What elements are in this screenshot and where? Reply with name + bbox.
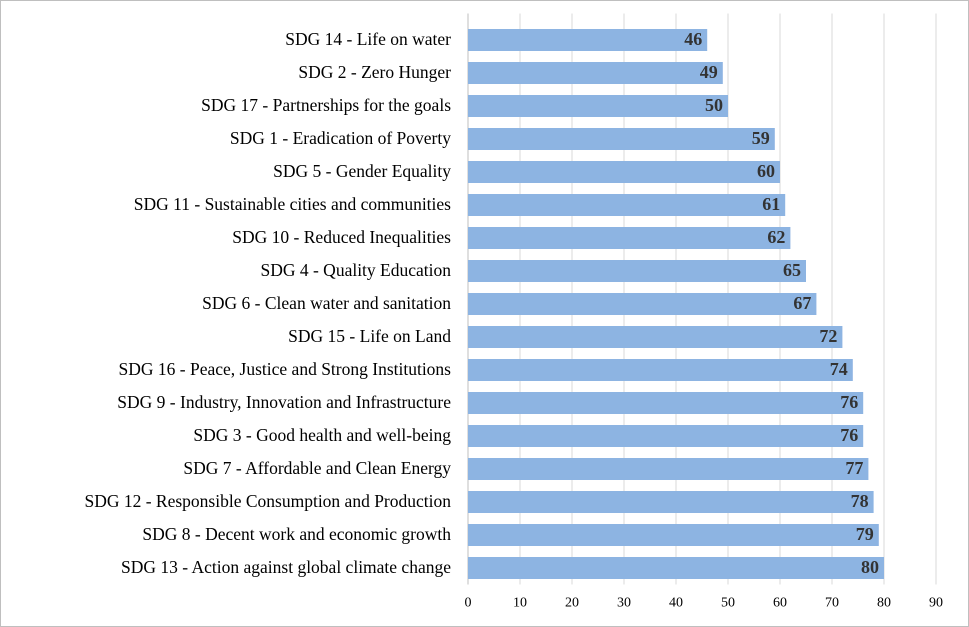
y-tick-label: SDG 15 - Life on Land [288,326,451,346]
y-tick-label: SDG 5 - Gender Equality [273,161,451,181]
bar [468,392,864,414]
y-tick-label: SDG 8 - Decent work and economic growth [142,524,451,544]
y-tick-label: SDG 7 - Affordable and Clean Energy [183,458,451,478]
x-tick-label: 60 [773,596,787,611]
y-tick-label: SDG 17 - Partnerships for the goals [201,95,451,115]
bar [468,491,874,513]
x-tick-label: 10 [513,596,527,611]
bar [468,194,786,216]
value-label: 79 [856,524,874,544]
bar [468,557,884,579]
value-label: 65 [783,260,801,280]
value-label: 46 [684,29,702,49]
value-label: 61 [762,194,780,214]
y-tick-label: SDG 3 - Good health and well-being [193,425,451,445]
y-tick-label: SDG 4 - Quality Education [260,260,451,280]
value-label: 77 [845,458,863,478]
y-tick-label: SDG 2 - Zero Hunger [298,62,451,82]
bar [468,359,853,381]
value-label: 74 [830,359,848,379]
value-label: 76 [840,392,858,412]
bar [468,458,869,480]
bar [468,62,723,84]
y-tick-label: SDG 9 - Industry, Innovation and Infrast… [117,392,451,412]
value-label: 72 [819,326,837,346]
x-tick-label: 0 [465,596,472,611]
value-label: 80 [861,557,879,577]
value-label: 49 [700,62,718,82]
y-tick-label: SDG 13 - Action against global climate c… [121,557,451,577]
value-label: 78 [851,491,869,511]
x-tick-label: 50 [721,596,735,611]
bar [468,260,806,282]
bar [468,29,708,51]
bar [468,326,843,348]
bar [468,227,791,249]
y-tick-label: SDG 1 - Eradication of Poverty [230,128,451,148]
x-tick-label: 90 [929,596,943,611]
x-tick-label: 20 [565,596,579,611]
value-label: 60 [757,161,775,181]
x-tick-label: 30 [617,596,631,611]
value-label: 67 [793,293,811,313]
bar [468,524,879,546]
y-tick-label: SDG 11 - Sustainable cities and communit… [134,194,451,214]
y-tick-label: SDG 10 - Reduced Inequalities [232,227,451,247]
y-tick-label: SDG 16 - Peace, Justice and Strong Insti… [119,359,452,379]
value-label: 76 [840,425,858,445]
bar [468,293,817,315]
x-tick-label: 80 [877,596,891,611]
bar [468,425,864,447]
value-label: 62 [767,227,785,247]
bar [468,128,775,150]
y-tick-label: SDG 14 - Life on water [285,29,451,49]
value-label: 59 [752,128,770,148]
x-tick-label: 70 [825,596,839,611]
value-label: 50 [705,95,723,115]
y-tick-label: SDG 6 - Clean water and sanitation [202,293,451,313]
bar [468,161,780,183]
x-tick-label: 40 [669,596,683,611]
y-tick-label: SDG 12 - Responsible Consumption and Pro… [84,491,451,511]
bar [468,95,728,117]
